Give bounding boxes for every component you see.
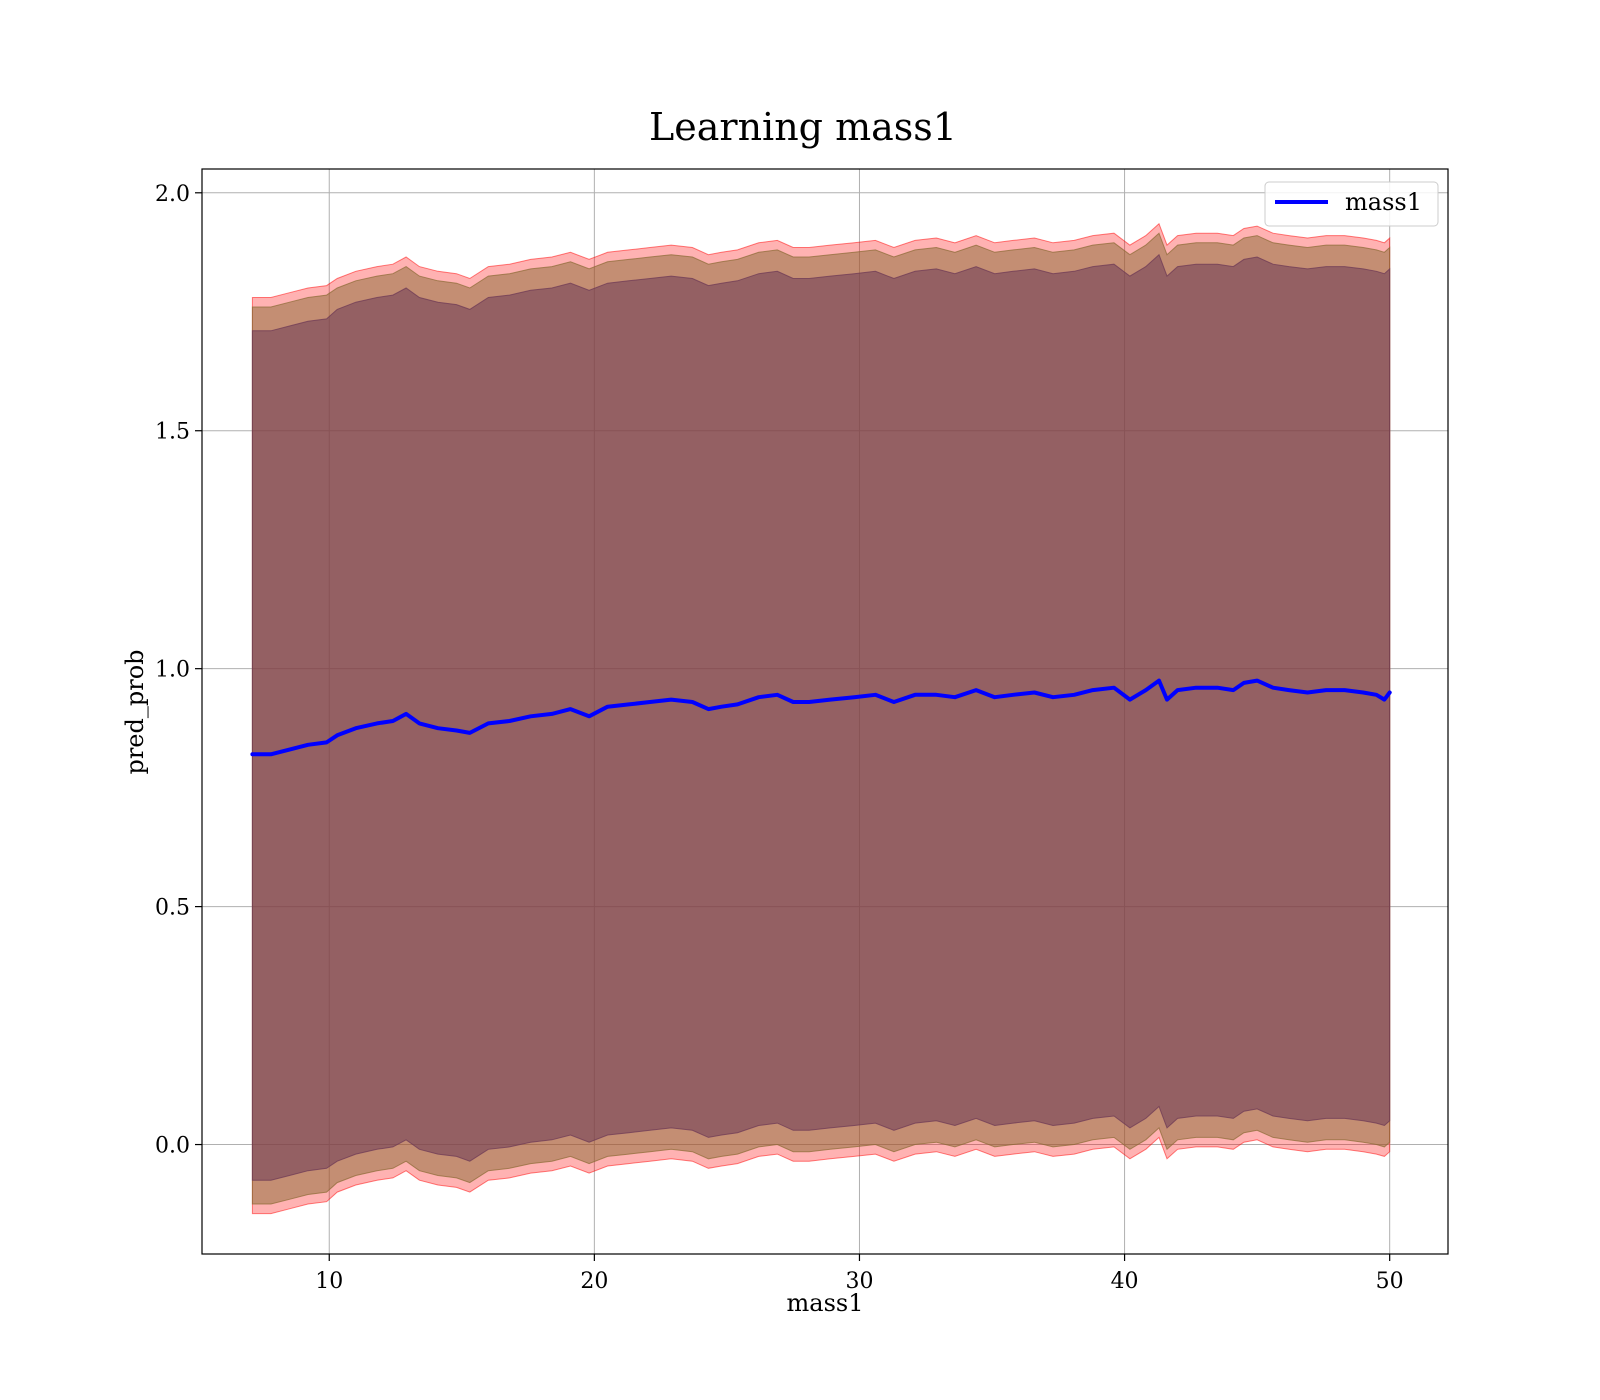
y-tick-label-1.5: 1.5 — [155, 420, 190, 445]
x-axis-label: mass1 — [787, 1289, 864, 1317]
series-lines — [250, 678, 1392, 757]
y-axis-label: pred_prob — [121, 649, 149, 774]
legend-label-mass1: mass1 — [1345, 188, 1422, 216]
x-tick-label-20: 20 — [580, 1269, 608, 1294]
confidence-bands — [251, 222, 1391, 1215]
y-tick-label-2: 2.0 — [155, 182, 190, 207]
band-inner — [251, 253, 1391, 1181]
x-tick-label-10: 10 — [315, 1269, 343, 1294]
legend: mass1 — [1264, 181, 1439, 227]
y-tick-label-0: 0.0 — [155, 1134, 190, 1159]
y-tick-label-1: 1.0 — [155, 658, 190, 683]
x-tick-label-50: 50 — [1376, 1269, 1404, 1294]
x-tick-label-40: 40 — [1111, 1269, 1139, 1294]
plot-frame — [201, 168, 1449, 1255]
x-axis-ticks: 10 20 30 40 50 — [315, 1254, 1404, 1294]
series-line-mass1 — [250, 678, 1392, 757]
y-axis-ticks: 0.0 0.5 1.0 1.5 2.0 — [155, 182, 202, 1159]
legend-box — [1264, 181, 1439, 227]
y-tick-label-0.5: 0.5 — [155, 896, 190, 921]
x-tick-label-30: 30 — [845, 1269, 873, 1294]
chart-title: Learning mass1 — [649, 105, 957, 149]
